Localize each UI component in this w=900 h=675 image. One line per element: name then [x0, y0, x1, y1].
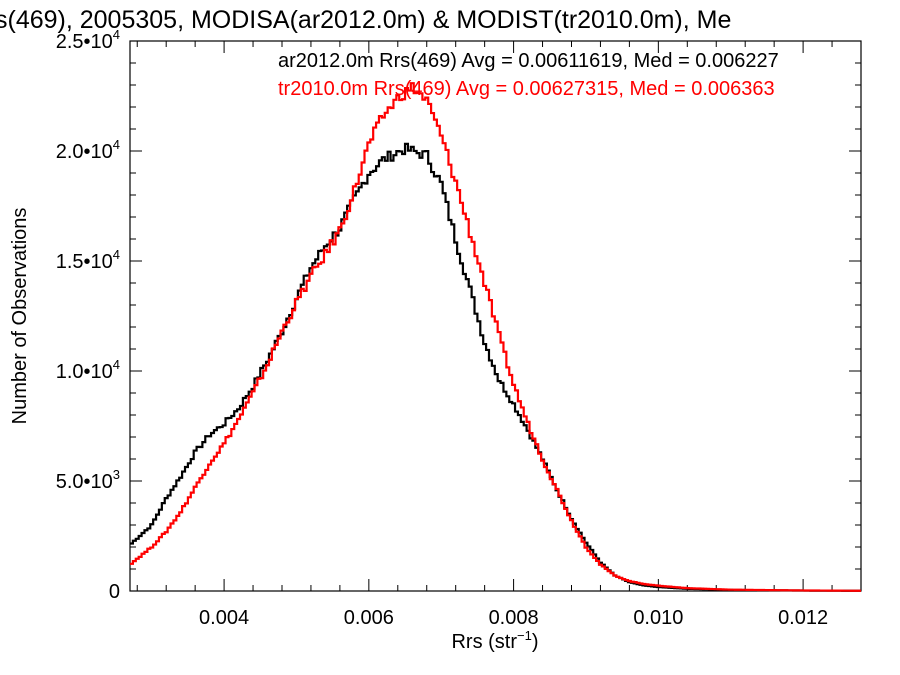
y-tick-mantissa: 5.0•10 [56, 471, 113, 493]
y-tick-mantissa: 0 [109, 581, 120, 603]
y-tick-mantissa: 1.5•10 [56, 251, 113, 273]
y-tick-exponent: 3 [113, 467, 120, 482]
y-tick-exponent: 4 [113, 137, 120, 152]
y-tick-exponent: 4 [113, 357, 120, 372]
x-axis-label-main: Rrs (str [451, 631, 517, 653]
y-tick-label: 1.5•104 [56, 247, 120, 273]
y-axis-label: Number of Observations [9, 208, 31, 425]
x-axis-ticks: 0.004 0.006 0.008 0.010 0.012 [136, 41, 862, 629]
y-tick-label: 0 [109, 581, 120, 603]
y-tick-label: 2.5•104 [56, 27, 120, 53]
x-axis-label-close: ) [532, 631, 539, 653]
y-tick-mantissa: 2.5•10 [56, 31, 113, 53]
chart-title: s(469), 2005305, MODISA(ar2012.0m) & MOD… [0, 6, 731, 34]
x-tick-label: 0.012 [778, 607, 828, 629]
y-tick-mantissa: 1.0•10 [56, 361, 113, 383]
legend-entry-red: tr2010.0m Rrs(469) Avg = 0.00627315, Med… [278, 78, 775, 100]
y-tick-exponent: 4 [113, 27, 120, 42]
legend-entry-black: ar2012.0m Rrs(469) Avg = 0.00611619, Med… [278, 50, 779, 72]
x-axis-label: Rrs (str−1) [451, 628, 538, 653]
series-group [130, 82, 861, 592]
y-tick-mantissa: 2.0•10 [56, 141, 113, 163]
x-tick-label: 0.006 [344, 607, 394, 629]
y-tick-label: 2.0•104 [56, 137, 120, 163]
series-line-black [130, 142, 861, 592]
y-tick-label: 1.0•104 [56, 357, 120, 383]
x-tick-label: 0.008 [489, 607, 539, 629]
plot-frame [129, 40, 862, 592]
series-line-red [130, 82, 861, 592]
x-tick-label: 0.010 [633, 607, 683, 629]
y-tick-exponent: 4 [113, 247, 120, 262]
y-tick-label: 5.0•103 [56, 467, 120, 493]
x-axis-label-exponent: −1 [517, 628, 532, 643]
x-tick-label: 0.004 [199, 607, 249, 629]
